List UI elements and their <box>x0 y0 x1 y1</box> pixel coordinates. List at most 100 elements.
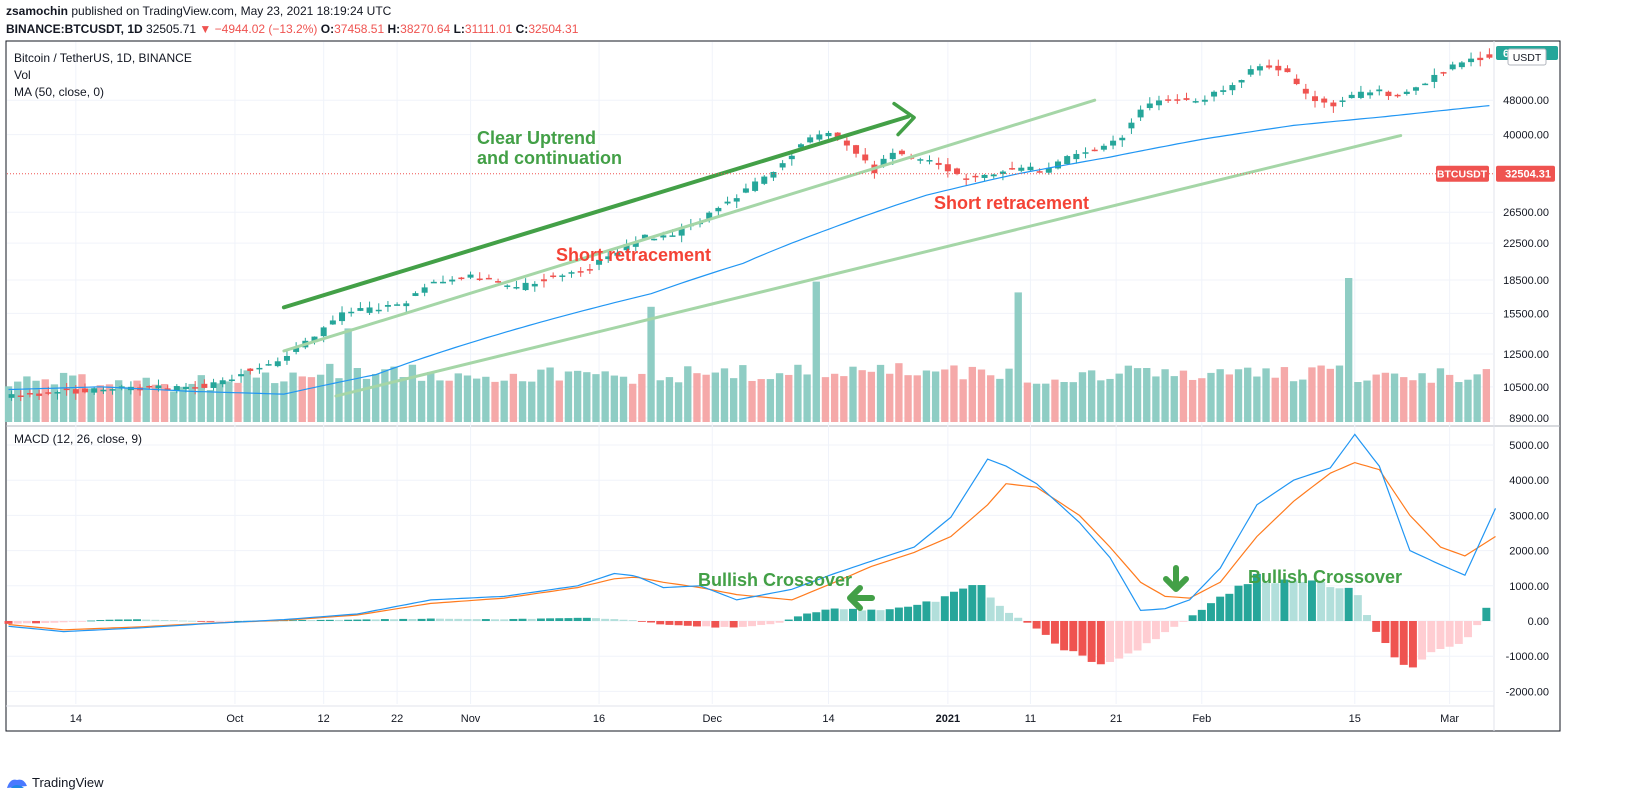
histogram-bar <box>711 621 720 628</box>
volume-bar <box>1400 377 1408 422</box>
volume-bar <box>96 385 104 422</box>
histogram-bar <box>702 621 711 627</box>
candle-body <box>1018 167 1025 171</box>
candle-body <box>889 152 896 160</box>
histogram-bar <box>546 618 555 621</box>
volume-bar <box>445 380 453 422</box>
histogram-bar <box>536 618 545 621</box>
volume-bar <box>583 372 591 422</box>
price-tick-label: 22500.00 <box>1503 238 1549 250</box>
candle-body <box>320 327 327 337</box>
candle-body <box>219 380 226 385</box>
price-tick-label: 10500.00 <box>1503 382 1549 394</box>
candle-body <box>1100 145 1107 150</box>
time-tick-label: Mar <box>1440 713 1459 725</box>
author-name[interactable]: zsamochin <box>6 4 69 18</box>
volume-bar <box>234 382 242 422</box>
histogram-bar <box>417 618 426 621</box>
histogram-bar <box>1243 584 1252 621</box>
volume-bar <box>151 384 160 422</box>
candle-body <box>384 304 391 307</box>
candle-body <box>678 228 685 236</box>
histogram-bar <box>1262 582 1271 621</box>
volume-bar <box>739 365 747 422</box>
volume-bar <box>959 379 967 422</box>
candle-body <box>669 235 676 237</box>
volume-bar <box>1170 376 1178 422</box>
volume-bar <box>316 374 325 422</box>
volume-bar <box>996 378 1004 422</box>
close-value: 32504.31 <box>528 22 579 36</box>
histogram-bar <box>380 619 389 621</box>
candle-body <box>999 171 1006 174</box>
price-change: −4944.02 (−13.2%) <box>214 22 318 36</box>
histogram-bar <box>169 620 178 622</box>
histogram-bar <box>1069 621 1078 652</box>
macd-tick-label: 0.00 <box>1528 616 1549 628</box>
uptrend-arrow-head-icon <box>892 101 916 137</box>
candle-body <box>1137 109 1144 118</box>
histogram-bar <box>720 621 729 627</box>
candle-body <box>596 259 603 265</box>
histogram-bar <box>1060 621 1069 651</box>
volume-bar <box>1207 372 1215 422</box>
histogram-bar <box>1096 621 1105 665</box>
high-value: 38270.64 <box>400 22 451 36</box>
histogram-bar <box>1115 621 1124 659</box>
volume-bar <box>115 380 123 422</box>
histogram-bar <box>995 605 1004 621</box>
candle-body <box>164 388 171 390</box>
macd-tick-label: 1000.00 <box>1509 581 1549 593</box>
histogram-bar <box>674 621 683 626</box>
volume-bar <box>1161 369 1169 422</box>
candle-body <box>1385 91 1392 97</box>
candle-body <box>1165 99 1172 101</box>
volume-bar <box>1372 374 1380 422</box>
last-price-badge-bg <box>1496 165 1555 182</box>
candle-body <box>1403 91 1410 94</box>
volume-bar <box>601 371 609 422</box>
candle-body <box>1027 166 1034 171</box>
volume-bar <box>1143 368 1151 422</box>
candle-body <box>752 181 759 191</box>
histogram-bar <box>123 619 132 621</box>
volume-bar <box>674 382 683 422</box>
candle-body <box>1348 94 1355 99</box>
volume-bar <box>702 374 710 422</box>
candle-body <box>1376 89 1383 92</box>
histogram-bar <box>1482 607 1491 621</box>
histogram-bar <box>821 609 830 621</box>
brand-label: TradingView <box>32 775 104 790</box>
histogram-bar <box>940 596 949 621</box>
volume-bar <box>4 386 13 422</box>
top-price-badge-label: 6 <box>1503 48 1509 60</box>
volume-bar <box>23 376 31 422</box>
volume-bar <box>638 373 646 422</box>
tradingview-brand[interactable]: TradingView <box>6 775 104 790</box>
histogram-bar <box>399 618 408 621</box>
histogram-bar <box>610 619 619 621</box>
candle-body <box>1146 103 1153 109</box>
time-tick-label: 14 <box>822 713 834 725</box>
histogram-bar <box>986 597 995 621</box>
volume-bar <box>1381 372 1390 422</box>
volume-bar <box>408 364 417 422</box>
histogram-bar <box>1252 573 1261 621</box>
macd-line <box>8 433 1497 633</box>
candle-body <box>788 155 795 160</box>
left-arrow-icon <box>847 585 875 611</box>
volume-bar <box>775 373 784 422</box>
volume-bar <box>105 384 114 422</box>
histogram-bar <box>41 621 50 624</box>
histogram-bar <box>435 618 444 621</box>
volume-bar <box>684 366 692 422</box>
histogram-bar <box>160 620 169 621</box>
volume-bar <box>1455 382 1463 422</box>
histogram-bar <box>188 620 197 622</box>
candle-body <box>1009 168 1016 170</box>
candle-body <box>1468 58 1475 63</box>
volume-bar <box>142 377 150 422</box>
volume-bar <box>656 380 664 422</box>
down-arrow-icon <box>1163 565 1189 592</box>
